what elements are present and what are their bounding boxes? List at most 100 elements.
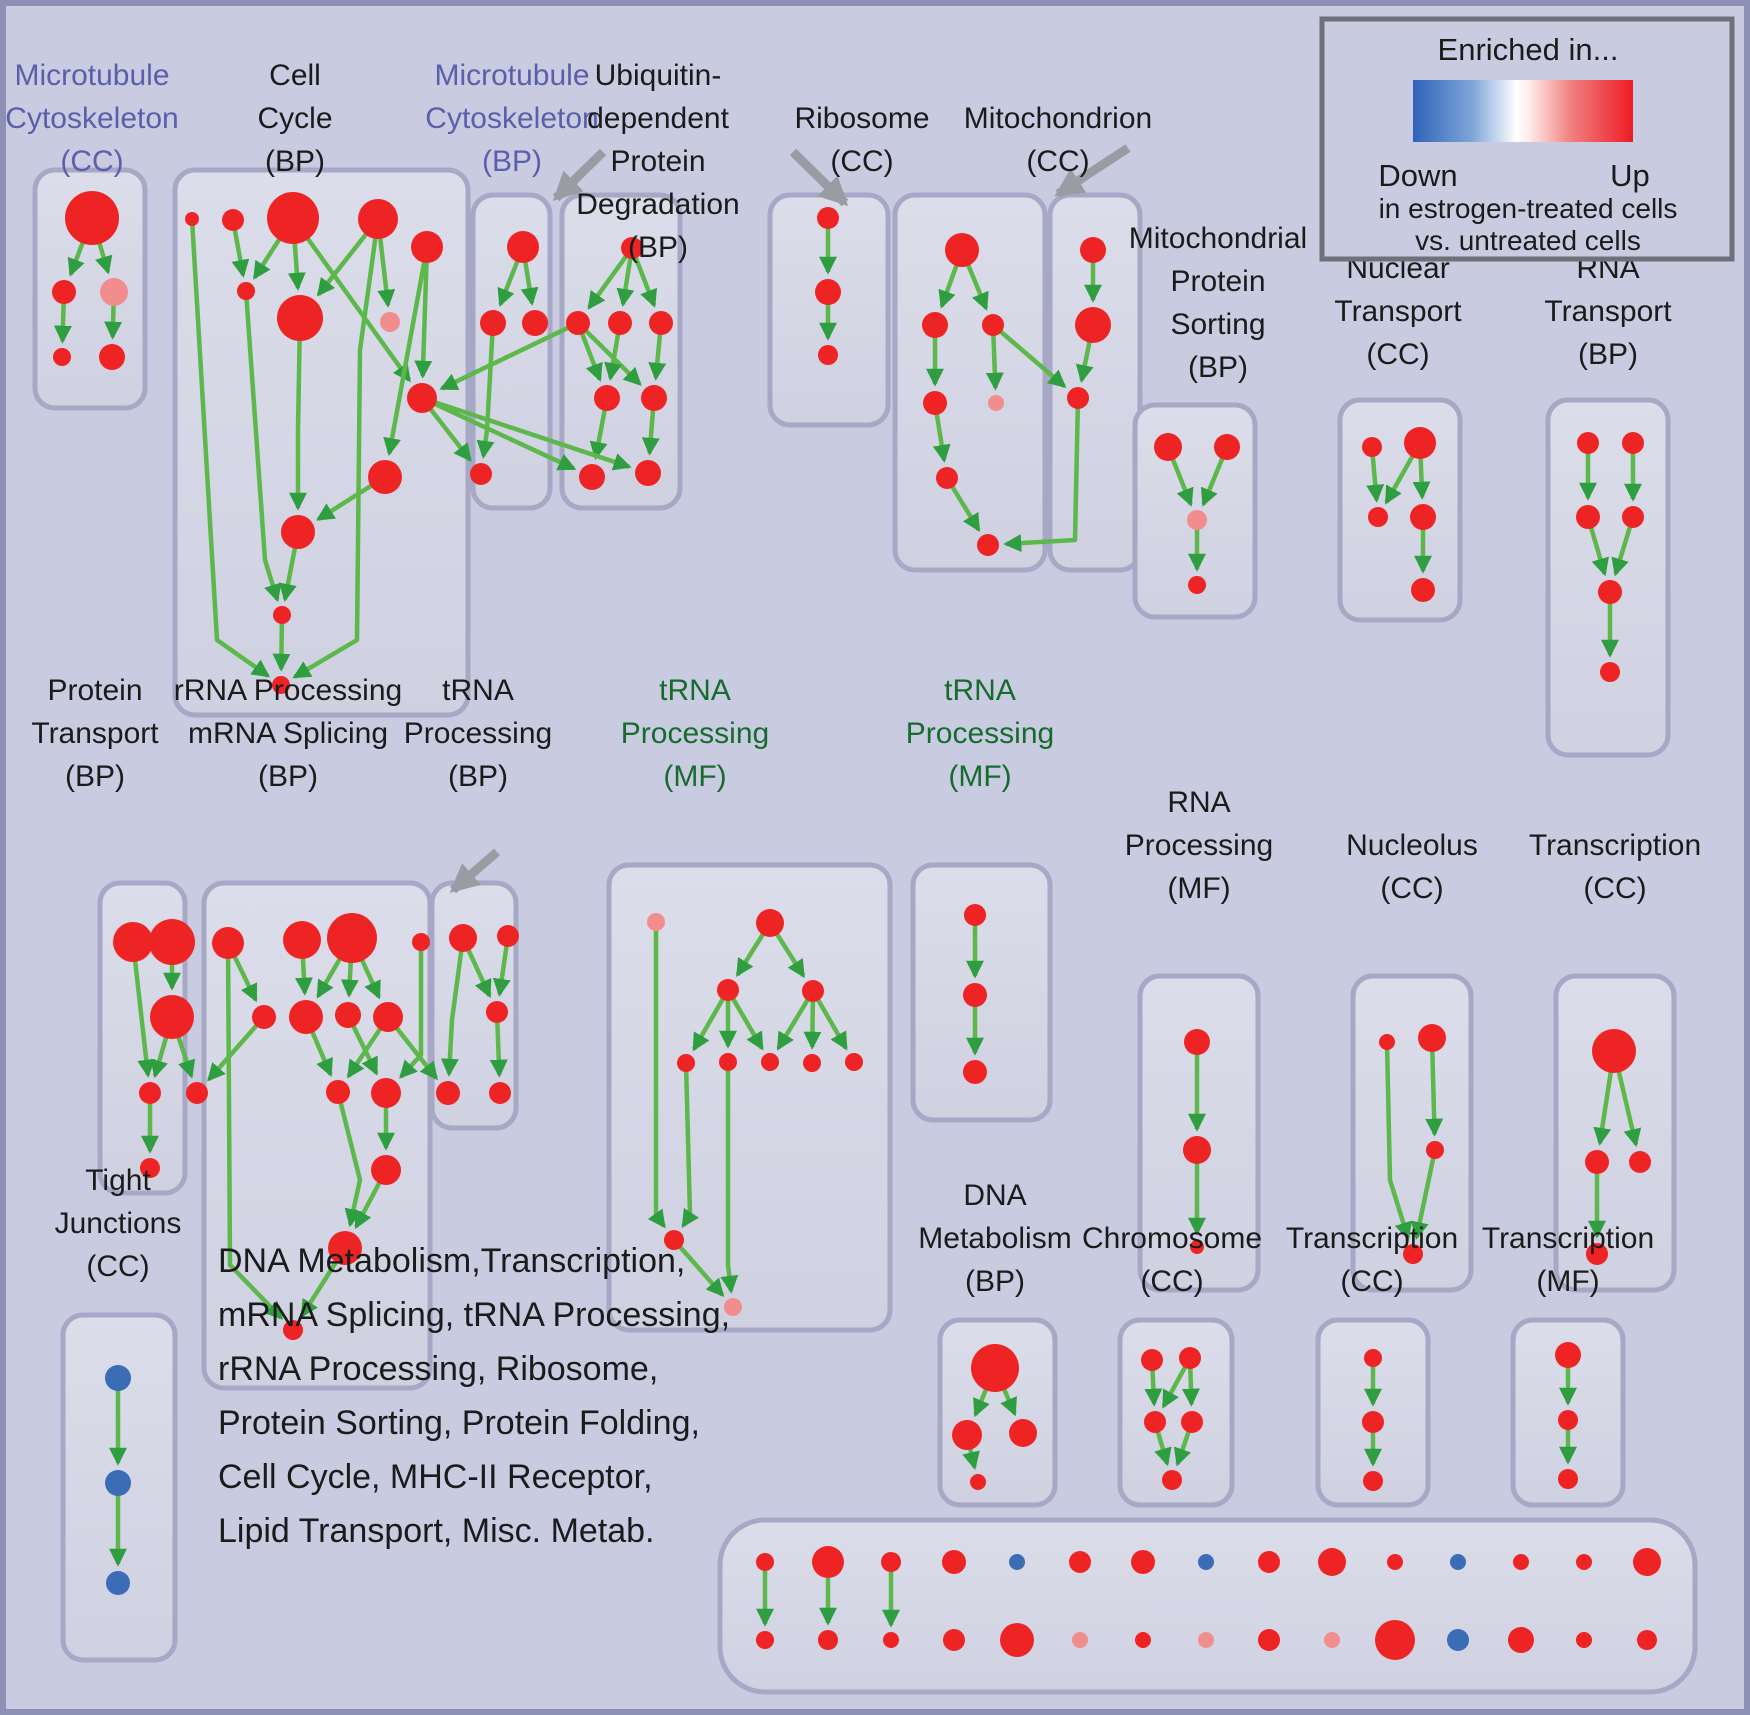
network-node-red bbox=[267, 192, 319, 244]
legend-down-label: Down bbox=[1378, 158, 1457, 193]
network-edge-rrna-processing-mrna-splicing-bp bbox=[335, 1091, 363, 1228]
network-node-red bbox=[594, 385, 620, 411]
pointer-arrow-icon bbox=[789, 148, 849, 207]
label-protein-transport-bp: Protein Transport (BP) bbox=[31, 674, 159, 793]
label-trna-processing-mf-1: tRNA Processing (MF) bbox=[621, 674, 769, 793]
summary-node-blue bbox=[1009, 1554, 1025, 1570]
network-edge-trna-processing-mf-large bbox=[672, 1238, 725, 1298]
network-node-red bbox=[489, 1082, 511, 1104]
network-node-red bbox=[1586, 1243, 1608, 1265]
network-node-red bbox=[358, 199, 398, 239]
network-node-red bbox=[185, 212, 199, 226]
network-node-red bbox=[149, 919, 195, 965]
network-edge-cell-cycle-bp bbox=[292, 218, 381, 679]
network-node-red bbox=[113, 922, 153, 962]
network-node-red bbox=[53, 348, 71, 366]
legend-subtitle-1: in estrogen-treated cells bbox=[1379, 193, 1678, 224]
summary-node-red bbox=[756, 1631, 774, 1649]
network-node-red bbox=[817, 207, 839, 229]
network-node-red bbox=[407, 383, 437, 413]
network-edge-cell-cycle-bp bbox=[291, 216, 412, 383]
network-node-red bbox=[963, 983, 987, 1007]
network-edge-nucleolus-cc bbox=[1410, 1149, 1438, 1241]
network-node-red bbox=[273, 606, 291, 624]
summary-node-red bbox=[1513, 1554, 1529, 1570]
network-node-red bbox=[281, 515, 315, 549]
network-node-red bbox=[1190, 1240, 1204, 1254]
network-node-red bbox=[522, 310, 548, 336]
network-edge-rrna-processing-mrna-splicing-bp bbox=[225, 942, 284, 1320]
network-edge-cell-cycle-bp bbox=[289, 317, 307, 511]
group-box-rna-transport-bp bbox=[1545, 397, 1671, 758]
network-node-red bbox=[1426, 1141, 1444, 1159]
network-node-red bbox=[677, 1054, 695, 1072]
label-nuclear-transport-cc: Nuclear Transport (CC) bbox=[1334, 252, 1462, 371]
network-node-pink bbox=[1187, 510, 1207, 530]
network-node-red bbox=[368, 460, 402, 494]
network-node-red bbox=[1622, 432, 1644, 454]
network-node-red bbox=[1075, 307, 1111, 343]
network-node-red bbox=[952, 1420, 982, 1450]
network-node-red bbox=[65, 191, 119, 245]
network-node-red bbox=[1592, 1029, 1636, 1073]
summary-node-red bbox=[1637, 1630, 1657, 1650]
network-node-red bbox=[222, 209, 244, 231]
legend-title: Enriched in... bbox=[1438, 32, 1619, 67]
network-node-red bbox=[1600, 662, 1620, 682]
network-node-red bbox=[1403, 1244, 1423, 1264]
network-node-red bbox=[470, 463, 492, 485]
summary-node-red bbox=[818, 1630, 838, 1650]
network-node-red bbox=[52, 280, 76, 304]
network-node-red bbox=[1188, 576, 1206, 594]
legend-subtitle-2: vs. untreated cells bbox=[1415, 225, 1641, 256]
label-microtubule-cytoskeleton-cc: Microtubule Cytoskeleton (CC) bbox=[5, 59, 178, 178]
legend-gradient bbox=[1413, 80, 1633, 142]
network-node-red bbox=[1162, 1470, 1182, 1490]
cross-edge bbox=[1003, 397, 1081, 553]
summary-node-red bbox=[1258, 1551, 1280, 1573]
network-node-red bbox=[283, 921, 321, 959]
network-node-red bbox=[1179, 1347, 1201, 1369]
network-node-red bbox=[1184, 1029, 1210, 1055]
network-edge-ubiquitin-degradation-bp-1 bbox=[576, 321, 642, 386]
network-node-red bbox=[1404, 427, 1436, 459]
network-node-red bbox=[635, 460, 661, 486]
network-node-red bbox=[815, 279, 841, 305]
summary-node-red bbox=[756, 1553, 774, 1571]
network-edge-cell-cycle-bp bbox=[243, 290, 282, 603]
label-mitochondrial-protein-sorting-bp: Mitochondrial Protein Sorting (BP) bbox=[1129, 222, 1307, 384]
label-cell-cycle-bp: Cell Cycle (BP) bbox=[257, 59, 332, 178]
network-node-red bbox=[328, 1231, 362, 1265]
network-node-red bbox=[802, 980, 824, 1002]
summary-node-red bbox=[1576, 1554, 1592, 1570]
network-node-red bbox=[963, 1060, 987, 1084]
network-edge-trna-processing-mf-large bbox=[692, 988, 730, 1052]
network-node-red bbox=[1144, 1411, 1166, 1433]
label-microtubule-cytoskeleton-bp: Microtubule Cytoskeleton (BP) bbox=[425, 59, 598, 178]
summary-node-red bbox=[1258, 1629, 1280, 1651]
network-node-red bbox=[371, 1078, 401, 1108]
network-node-red bbox=[1555, 1342, 1581, 1368]
legend-up-label: Up bbox=[1610, 158, 1650, 193]
network-node-red bbox=[922, 312, 948, 338]
network-node-red bbox=[449, 924, 477, 952]
network-node-red bbox=[719, 1053, 737, 1071]
network-node-red bbox=[717, 979, 739, 1001]
network-node-red bbox=[756, 909, 784, 937]
label-mitochondrion-cc: Mitochondrion (CC) bbox=[964, 102, 1152, 178]
network-edge-cell-cycle-bp bbox=[414, 246, 433, 379]
group-box-transcription-cc-1 bbox=[1553, 973, 1677, 1293]
network-edge-cell-cycle-bp bbox=[272, 614, 291, 672]
network-edge-trna-processing-mf-large bbox=[726, 988, 764, 1051]
network-edge-trna-processing-bp bbox=[440, 937, 466, 1077]
network-node-red bbox=[486, 1001, 508, 1023]
network-node-red bbox=[326, 1080, 350, 1104]
network-node-red bbox=[1181, 1411, 1203, 1433]
network-node-red bbox=[1411, 578, 1435, 602]
network-node-red bbox=[1362, 437, 1382, 457]
cross-edge bbox=[439, 320, 579, 391]
network-node-blue bbox=[106, 1571, 130, 1595]
summary-node-red bbox=[1387, 1554, 1403, 1570]
